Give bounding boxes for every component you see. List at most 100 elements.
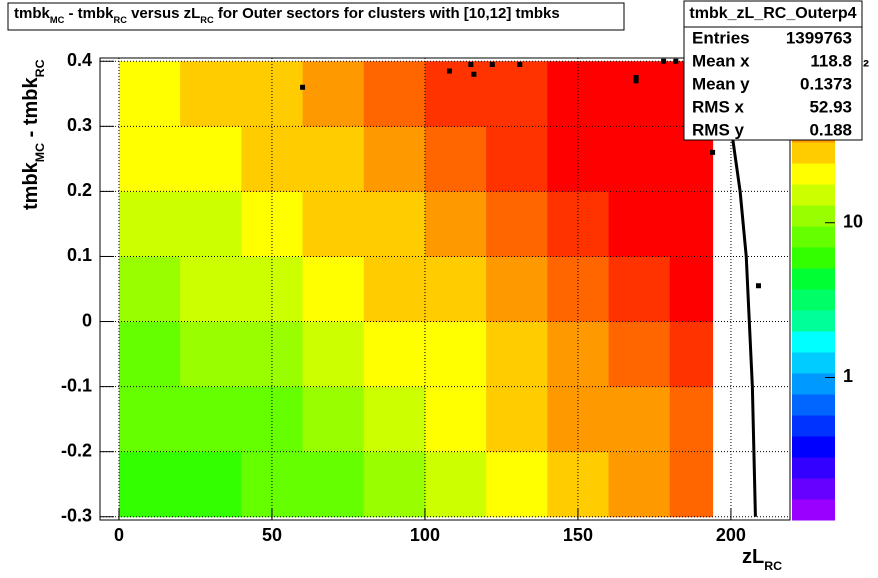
heat-cell (363, 126, 426, 192)
heat-cell (486, 386, 548, 453)
profile-point (471, 71, 477, 77)
label-part: - tmbk (20, 76, 42, 142)
profile-point (673, 58, 679, 64)
heat-cell (241, 126, 304, 192)
subscript: RC (200, 15, 214, 25)
subscript: MC (33, 143, 47, 162)
heat-cell (608, 126, 671, 192)
y-tick-label: 0 (82, 310, 92, 330)
heat-cell (363, 321, 426, 388)
heat-cell (118, 126, 181, 192)
heat-cell (302, 321, 365, 388)
label-part: - tmbk (64, 5, 114, 22)
heat-cell (180, 126, 242, 192)
y-tick-label: 0.2 (67, 180, 92, 200)
profile-point (661, 58, 667, 64)
heat-cell (486, 61, 548, 127)
stats-value: 0.188 (809, 120, 852, 139)
heat-cell (547, 126, 610, 192)
palette-band (792, 142, 835, 164)
stats-title: tmbk_zL_RC_Outerp4 (689, 5, 856, 22)
palette-band (792, 310, 835, 332)
heat-cell (363, 61, 426, 127)
y-tick-label: -0.2 (61, 440, 92, 460)
stats-value: 52.93 (809, 97, 852, 116)
heat-cell (424, 386, 487, 453)
heat-cell (486, 126, 548, 192)
label-part: versus zL (127, 5, 200, 22)
subscript: MC (50, 15, 65, 25)
heat-cell (424, 61, 487, 127)
heat-cell (424, 256, 487, 323)
heat-cell (608, 321, 671, 388)
palette-band (792, 436, 835, 458)
profile-point (755, 283, 761, 289)
stats-value: 1399763 (786, 28, 852, 47)
z-tick-label: 1 (843, 366, 853, 386)
stats-value: 0.1373 (800, 74, 852, 93)
heat-cell (486, 191, 548, 257)
palette-band (792, 373, 835, 395)
z-tick-label: 10 (843, 211, 863, 231)
heat-cell (180, 451, 242, 518)
heat-cell (669, 451, 714, 518)
heat-cell (302, 126, 365, 192)
stats-label: Mean y (692, 74, 750, 93)
heat-cell (424, 321, 487, 388)
heat-cell (118, 451, 181, 518)
palette-band (792, 352, 835, 374)
stats-label: Mean x (692, 51, 750, 70)
heat-cell (486, 256, 548, 323)
label: zLRC (742, 546, 782, 573)
x-tick-label: 150 (563, 525, 593, 545)
heat-cell (608, 256, 671, 323)
palette-band (792, 415, 835, 437)
heat-cell (363, 256, 426, 323)
y-tick-label: 0.1 (67, 245, 92, 265)
heat-cell (302, 61, 365, 127)
heat-cell (669, 386, 714, 453)
heat-cell (424, 126, 487, 192)
heat-cell (363, 451, 426, 518)
plot-frame (99, 57, 791, 521)
subscript: RC (764, 559, 782, 573)
heat-cell (486, 451, 548, 518)
heat-cell (180, 321, 242, 388)
palette-band (792, 226, 835, 248)
palette-band (792, 163, 835, 185)
y-tick-label: 0.4 (67, 50, 92, 70)
palette-band (792, 184, 835, 206)
label: tmbkMC - tmbkRC versus zLRC for Outer se… (14, 5, 560, 25)
label: tmbkMC - tmbkRC (20, 59, 47, 210)
palette-band (792, 205, 835, 227)
profile-point (633, 75, 639, 81)
label-part: tmbk (20, 161, 42, 210)
stats-label: Entries (692, 28, 750, 47)
y-tick-label: -0.1 (61, 375, 92, 395)
heat-cell (302, 386, 365, 453)
x-tick-label: 100 (410, 525, 440, 545)
heat-cell (363, 386, 426, 453)
profile-point (633, 78, 639, 84)
heat-cell (486, 321, 548, 388)
x-tick-label: 50 (262, 525, 282, 545)
profile-point (446, 68, 452, 74)
heat-cell (118, 191, 181, 257)
heat-cell (180, 386, 242, 453)
label-part: zL (742, 546, 764, 568)
heat-cell (608, 61, 671, 127)
subscript: RC (113, 15, 127, 25)
stats-value: 118.8 (810, 51, 852, 70)
heat-cell (669, 191, 714, 257)
palette-band (792, 247, 835, 269)
profile-point (489, 62, 495, 68)
palette-band (792, 268, 835, 290)
stats-label: RMS x (692, 97, 745, 116)
heat-cell (424, 191, 487, 257)
heat-cell (608, 386, 671, 453)
palette-band (792, 394, 835, 416)
profile-point (710, 149, 716, 155)
heat-cell (180, 61, 242, 127)
palette-band (792, 289, 835, 311)
title-box (7, 2, 625, 31)
